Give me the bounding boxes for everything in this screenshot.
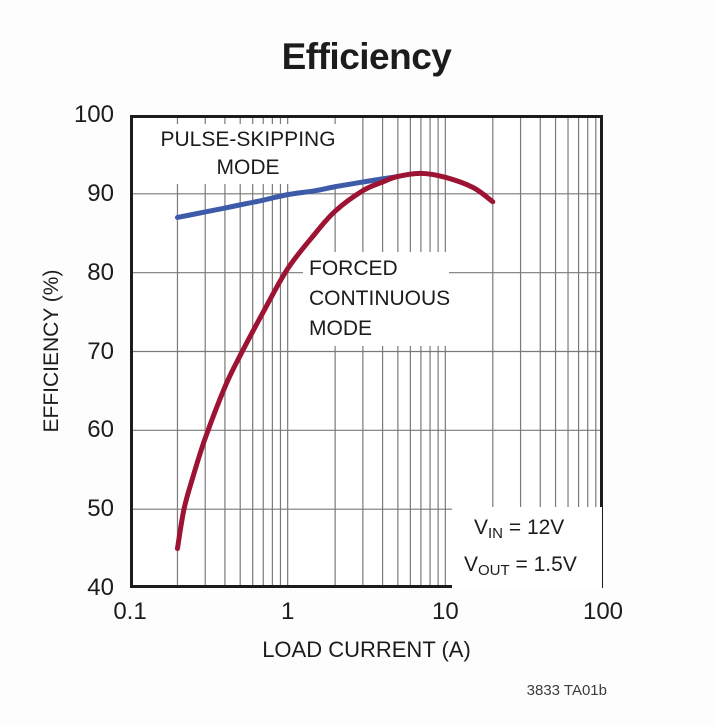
test-conditions-annotation: VIN = 12V VOUT = 1.5V bbox=[452, 507, 602, 590]
figure-number: 3833 TA01b bbox=[526, 682, 607, 699]
pulse-skipping-mode-label: PULSE-SKIPPING MODE bbox=[150, 124, 346, 184]
y-tick-label-70: 70 bbox=[87, 337, 114, 365]
vin-symbol: V bbox=[474, 516, 489, 539]
vout-symbol: V bbox=[464, 553, 479, 576]
chart-title: Efficiency bbox=[281, 36, 452, 77]
x-tick-label-100: 100 bbox=[582, 598, 624, 625]
pulse-skipping-label-line1: PULSE-SKIPPING bbox=[160, 128, 336, 151]
vout-value: = 1.5V bbox=[509, 553, 577, 576]
forced-label-line3: MODE bbox=[309, 317, 372, 340]
forced-continuous-mode-label: FORCED CONTINUOUS MODE bbox=[303, 252, 451, 346]
y-tick-label-90: 90 bbox=[87, 179, 114, 207]
vout-condition: VOUT = 1.5V bbox=[464, 549, 602, 586]
pulse-skipping-label-line2: MODE bbox=[216, 156, 280, 179]
y-tick-label-50: 50 bbox=[87, 495, 114, 523]
y-tick-label-80: 80 bbox=[87, 258, 114, 286]
vin-value: = 12V bbox=[503, 516, 565, 539]
y-tick-label-40: 40 bbox=[87, 574, 114, 601]
vin-condition: VIN = 12V bbox=[474, 512, 602, 549]
x-axis-title: LOAD CURRENT (A) bbox=[262, 637, 471, 662]
forced-label-line2: CONTINUOUS bbox=[309, 287, 451, 310]
vin-subscript: IN bbox=[488, 525, 504, 542]
x-tick-label-1: 1 bbox=[280, 598, 295, 625]
vout-subscript: OUT bbox=[478, 562, 510, 579]
forced-label-line1: FORCED bbox=[309, 257, 398, 280]
x-tick-label-10: 10 bbox=[431, 598, 459, 625]
y-tick-label-60: 60 bbox=[87, 416, 114, 444]
y-tick-label-100: 100 bbox=[73, 101, 114, 128]
x-tick-label-0.1: 0.1 bbox=[113, 598, 147, 625]
